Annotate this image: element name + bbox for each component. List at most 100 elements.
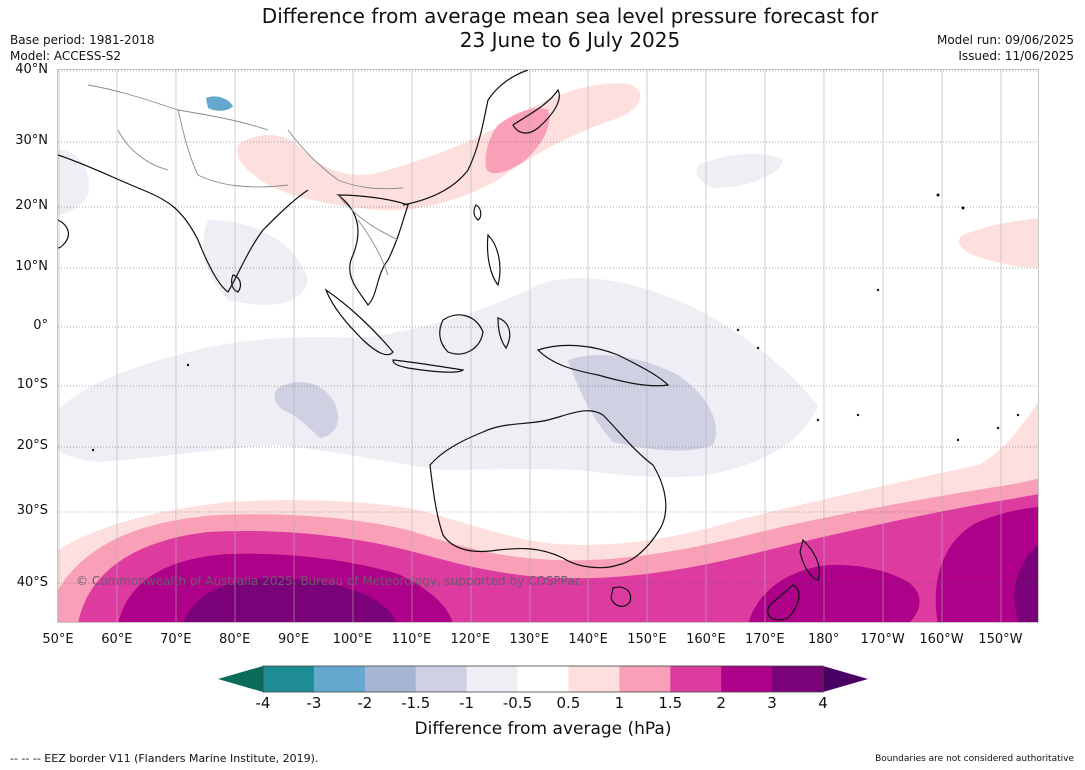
lat-label: 10°N (15, 259, 48, 274)
colorbar-outline (262, 665, 824, 693)
lat-label: 20°S (16, 438, 48, 453)
lon-label: 150°E (627, 632, 667, 647)
colorbar-tick-label: -3 (306, 694, 322, 712)
colorbar-segment (721, 666, 773, 692)
colorbar-tick-label: 0.5 (556, 694, 581, 712)
colorbar-tick-label: 4 (818, 694, 828, 712)
coast-new-zealand-north (799, 538, 820, 581)
anomaly-band-weak-negative-west (58, 150, 89, 215)
anomaly-band-moderate-negative (568, 355, 717, 451)
colorbar-segment (313, 666, 366, 692)
lon-label: 70°E (160, 632, 192, 647)
colorbar-tick-label: -0.5 (502, 694, 533, 712)
lon-label: 170°E (745, 632, 785, 647)
anomaly-band-extreme-positive-south (183, 578, 396, 622)
boundary-disclaimer: Boundaries are not considered authoritat… (875, 754, 1074, 764)
coast-australia (429, 410, 667, 569)
colorbar-segment (466, 666, 519, 692)
lon-label: 50°E (42, 632, 74, 647)
anomaly-band-moderate-negative-indian (274, 381, 339, 438)
map-canvas (58, 70, 1038, 622)
model-info: Base period: 1981-2018 Model: ACCESS-S2 (10, 32, 155, 64)
colorbar-segment (772, 666, 824, 692)
coast-java (392, 359, 465, 373)
coast-borneo (439, 314, 484, 355)
anomaly-band-weak-positive-east (959, 218, 1038, 268)
anomaly-band-extreme-positive-east (1014, 545, 1038, 622)
title-line-1: Difference from average mean sea level p… (261, 4, 879, 28)
lon-label: 140°E (568, 632, 608, 647)
anomaly-band-moderate-positive-north (485, 108, 550, 174)
colorbar-tick-label: 1 (614, 694, 625, 712)
colorbar-segment (619, 666, 671, 692)
coast-philippines (486, 233, 501, 287)
lat-label: 0° (33, 318, 48, 333)
colorbar (218, 665, 868, 693)
model-run: Model run: 09/06/2025 (936, 33, 1074, 47)
coast-sri-lanka (231, 274, 242, 293)
anomaly-band-weak-negative-north (203, 220, 308, 305)
country-borders (87, 84, 404, 276)
copyright-notice: © Commonwealth of Australia 2025, Bureau… (76, 574, 582, 588)
anomaly-spot-strong-negative (206, 96, 233, 111)
colorbar-tick-label: -1.5 (401, 694, 431, 712)
lon-label: 80°E (219, 632, 251, 647)
lon-label: 90°E (277, 632, 310, 647)
colorbar-segment (568, 666, 620, 692)
coast-indochina (336, 194, 409, 306)
lon-label: 60°E (101, 632, 133, 647)
coastlines (58, 70, 820, 621)
anomaly-band-very-strong-positive-far-east (935, 507, 1038, 622)
lon-label: 170°W (860, 632, 905, 647)
lat-label: 10°S (16, 377, 48, 392)
lon-label: 160°W (919, 632, 964, 647)
coast-korea-japan (512, 88, 560, 134)
lon-label: 160°E (686, 632, 726, 647)
lat-label: 30°N (15, 133, 48, 148)
anomaly-band-very-strong-positive-east (748, 564, 920, 622)
coast-new-zealand-south (767, 584, 800, 621)
coast-arabia (58, 219, 70, 249)
colorbar-high-extend (823, 666, 868, 692)
pacific-islands (91, 193, 1020, 452)
colorbar-tick-label: -2 (357, 694, 373, 712)
map-title: Difference from average mean sea level p… (170, 4, 970, 52)
colorbar-segments (263, 666, 824, 692)
run-info: Model run: 09/06/2025 Issued: 11/06/2025 (937, 32, 1074, 64)
lon-label: 100°E (332, 632, 373, 647)
colorbar-tick-label: 1.5 (658, 694, 683, 712)
coast-tasmania (610, 586, 632, 607)
lat-label: 40°N (15, 62, 48, 77)
lon-label: 150°W (978, 632, 1023, 647)
pressure-anomaly-map (57, 69, 1039, 623)
model-name: Model: ACCESS-S2 (10, 49, 122, 63)
lon-label: 180° (808, 632, 840, 647)
colorbar-tick-label: 3 (767, 694, 777, 712)
anomaly-band-weak-negative-pacific (696, 153, 783, 188)
eez-legend: -- -- -- EEZ border V11 (Flanders Marine… (10, 752, 319, 765)
meridians (58, 70, 1002, 622)
coast-sumatra (324, 288, 394, 356)
coast-new-guinea (536, 344, 670, 387)
issued-date: Issued: 11/06/2025 (958, 49, 1074, 63)
coast-sulawesi (497, 317, 511, 350)
colorbar-low-extend (218, 666, 263, 692)
lat-label: 30°S (16, 503, 48, 518)
anomaly-band-weak-positive-north (237, 83, 641, 211)
lon-label: 120°E (450, 632, 491, 647)
colorbar-segment (364, 666, 417, 692)
colorbar-tick-label: -4 (255, 694, 271, 712)
colorbar-tick-label: -1 (459, 694, 475, 712)
base-period: Base period: 1981-2018 (10, 33, 155, 47)
lon-label: 130°E (509, 632, 549, 647)
coast-india (58, 154, 309, 293)
colorbar-tick-label: 2 (716, 694, 726, 712)
colorbar-segment (263, 666, 315, 692)
colorbar-segment (415, 666, 468, 692)
coast-taiwan (473, 204, 482, 221)
lon-label: 110°E (391, 632, 432, 647)
coast-china (402, 70, 529, 206)
title-line-2: 23 June to 6 July 2025 (459, 28, 681, 52)
colorbar-segment (517, 666, 569, 692)
colorbar-title: Difference from average (hPa) (414, 719, 672, 739)
